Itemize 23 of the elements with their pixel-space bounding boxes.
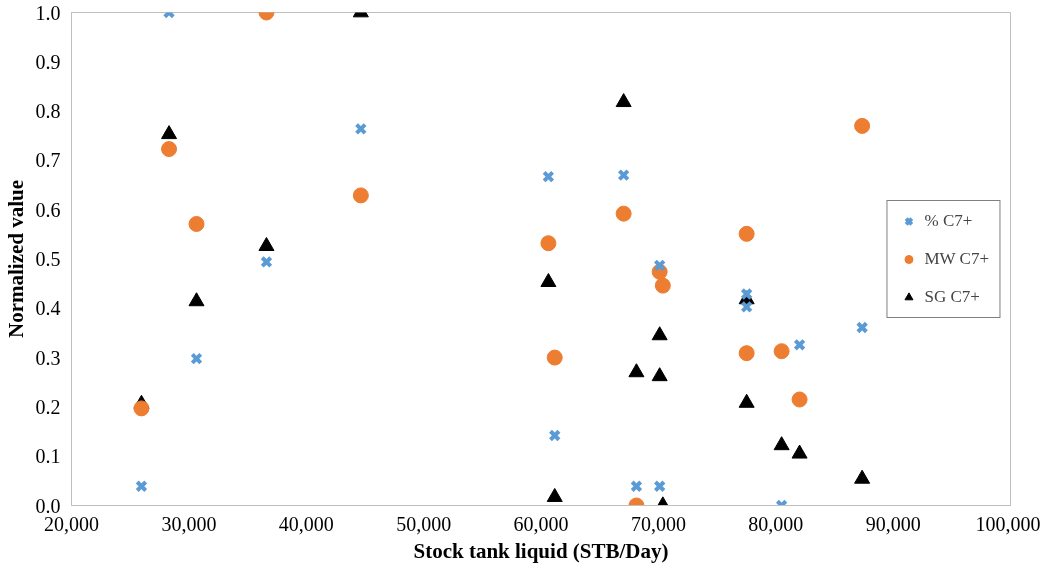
y-tick-label: 1.0 [35, 1, 61, 24]
y-tick-label: 0.2 [35, 395, 61, 418]
x-tick-label: 70,000 [630, 512, 686, 535]
y-tick-label: 0.7 [35, 149, 61, 172]
legend-label: % C7+ [924, 210, 973, 231]
y-tick-label: 0.1 [35, 445, 61, 468]
y-tick-label: 0.4 [35, 297, 61, 320]
x-tick-label: 50,000 [396, 512, 452, 535]
y-tick-label: 0.3 [35, 346, 61, 369]
x-tick-label: 30,000 [161, 512, 217, 535]
legend-label: SG C7+ [924, 286, 980, 307]
y-tick-label: 0.8 [35, 100, 61, 123]
x-tick-label: 80,000 [748, 512, 804, 535]
x-tick-label: 90,000 [865, 512, 921, 535]
y-axis-title: Normalized value [3, 179, 28, 339]
y-tick-label: 0.6 [35, 198, 61, 221]
x-tick-label: 40,000 [278, 512, 334, 535]
y-tick-label: 0.9 [35, 50, 61, 73]
y-tick-label: 0.5 [35, 248, 61, 270]
x-tick-label: 60,000 [513, 512, 569, 535]
x-tick-label: 100,000 [975, 512, 1041, 535]
legend-label: MW C7+ [924, 248, 989, 269]
x-axis-title: Stock tank liquid (STB/Day) [413, 538, 669, 563]
